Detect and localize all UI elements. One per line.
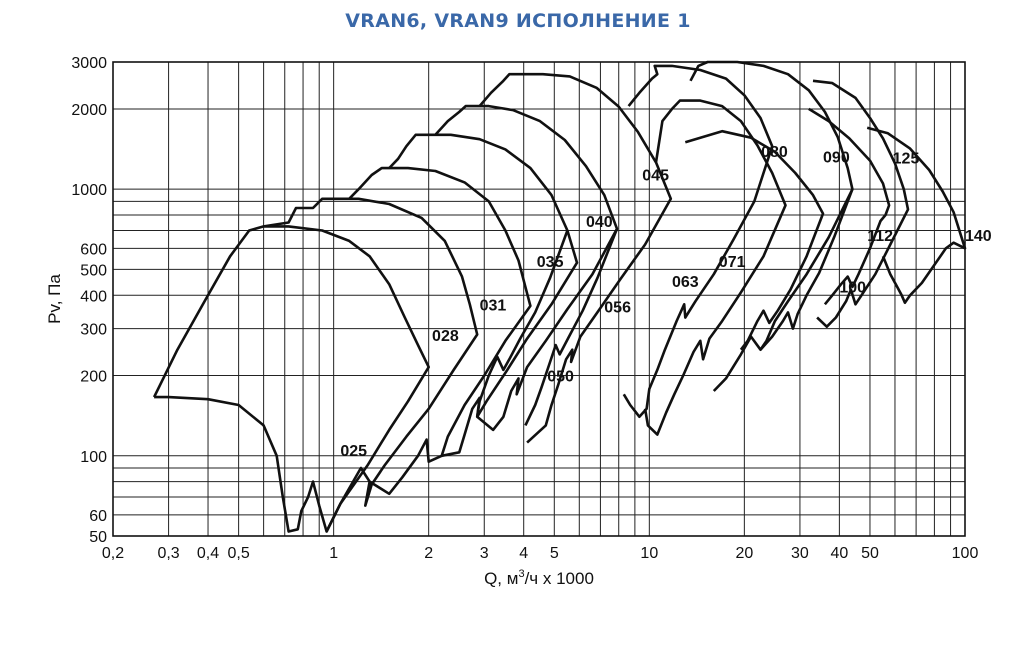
x-tick-label: 40 xyxy=(830,545,848,562)
fan-curves xyxy=(152,60,967,533)
curve-090 xyxy=(684,129,825,351)
y-tick-label: 500 xyxy=(80,262,107,279)
x-tick-label: 0,4 xyxy=(197,545,219,562)
curve-label-071: 071 xyxy=(719,254,746,271)
x-tick-label: 100 xyxy=(952,545,979,562)
curve-label-050: 050 xyxy=(547,368,574,385)
curve-140 xyxy=(866,126,967,304)
curve-label-056: 056 xyxy=(604,299,631,316)
curve-112 xyxy=(812,79,910,328)
x-tick-label: 5 xyxy=(550,545,559,562)
y-tick-label: 200 xyxy=(80,369,107,386)
curve-label-031: 031 xyxy=(480,298,507,315)
y-tick-label: 3000 xyxy=(71,55,107,72)
curve-label-100: 100 xyxy=(839,279,866,296)
y-tick-label: 1000 xyxy=(71,182,107,199)
x-axis-label-rest: /ч x 1000 xyxy=(525,569,594,588)
curve-035 xyxy=(388,133,579,458)
curve-025 xyxy=(152,225,430,533)
curve-label-140: 140 xyxy=(965,228,992,245)
curve-label-035: 035 xyxy=(537,254,564,271)
x-axis-label: Q, м3/ч x 1000 xyxy=(484,568,594,588)
curve-056 xyxy=(524,228,619,426)
x-tick-label: 0,3 xyxy=(157,545,179,562)
curve-071 xyxy=(643,99,787,436)
curve-040 xyxy=(434,104,619,432)
curve-label-040: 040 xyxy=(586,214,613,231)
y-tick-label: 100 xyxy=(80,449,107,466)
curve-label-090: 090 xyxy=(823,149,850,166)
curve-063 xyxy=(622,64,774,419)
plot-frame xyxy=(112,61,966,537)
curve-080 xyxy=(689,60,854,392)
x-tick-label: 0,5 xyxy=(227,545,249,562)
x-tick-label: 20 xyxy=(735,545,753,562)
x-tick-label: 50 xyxy=(861,545,879,562)
y-tick-labels: 50 60 100 200 300 400 500 600 1000 2000 3000 xyxy=(71,55,107,546)
curve-label-112: 112 xyxy=(867,228,893,245)
x-tick-label: 10 xyxy=(640,545,658,562)
curve-label-028: 028 xyxy=(432,328,459,345)
y-tick-label: 2000 xyxy=(71,102,107,119)
curve-label-125: 125 xyxy=(893,150,920,167)
curve-label-025: 025 xyxy=(340,443,367,460)
x-tick-label: 2 xyxy=(424,545,433,562)
x-tick-label: 3 xyxy=(480,545,489,562)
chart-title: VRAN6, VRAN9 ИСПОЛНЕНИЕ 1 xyxy=(345,10,691,32)
curve-label-063: 063 xyxy=(672,274,699,291)
y-axis-label: Pv, Па xyxy=(45,274,64,324)
x-tick-label: 30 xyxy=(791,545,809,562)
x-axis-label-main: Q, м xyxy=(484,569,518,588)
curve-028 xyxy=(263,197,479,533)
curve-label-080: 080 xyxy=(761,144,788,161)
curve-100 xyxy=(759,188,854,351)
curve-label-045: 045 xyxy=(642,167,669,184)
y-tick-label: 600 xyxy=(80,241,107,258)
y-tick-label: 400 xyxy=(80,288,107,305)
x-axis-label-sup: 3 xyxy=(518,568,524,580)
x-tick-labels: 0,2 0,3 0,4 0,5 1 2 3 4 5 10 20 30 40 50 100 xyxy=(102,545,979,562)
y-tick-label: 60 xyxy=(89,508,107,525)
x-tick-label: 1 xyxy=(329,545,338,562)
curve-031 xyxy=(348,166,532,496)
y-tick-label: 300 xyxy=(80,322,107,339)
grid-lines xyxy=(113,61,966,537)
curve-labels: 025 028 031 035 040 045 050 056 063 071 080 090 100 1… xyxy=(340,144,991,460)
y-tick-label: 50 xyxy=(89,529,107,546)
curve-050 xyxy=(475,230,569,417)
x-tick-label: 4 xyxy=(519,545,528,562)
curve-045 xyxy=(478,72,673,444)
curve-125 xyxy=(808,107,891,306)
x-tick-label: 0,2 xyxy=(102,545,124,562)
